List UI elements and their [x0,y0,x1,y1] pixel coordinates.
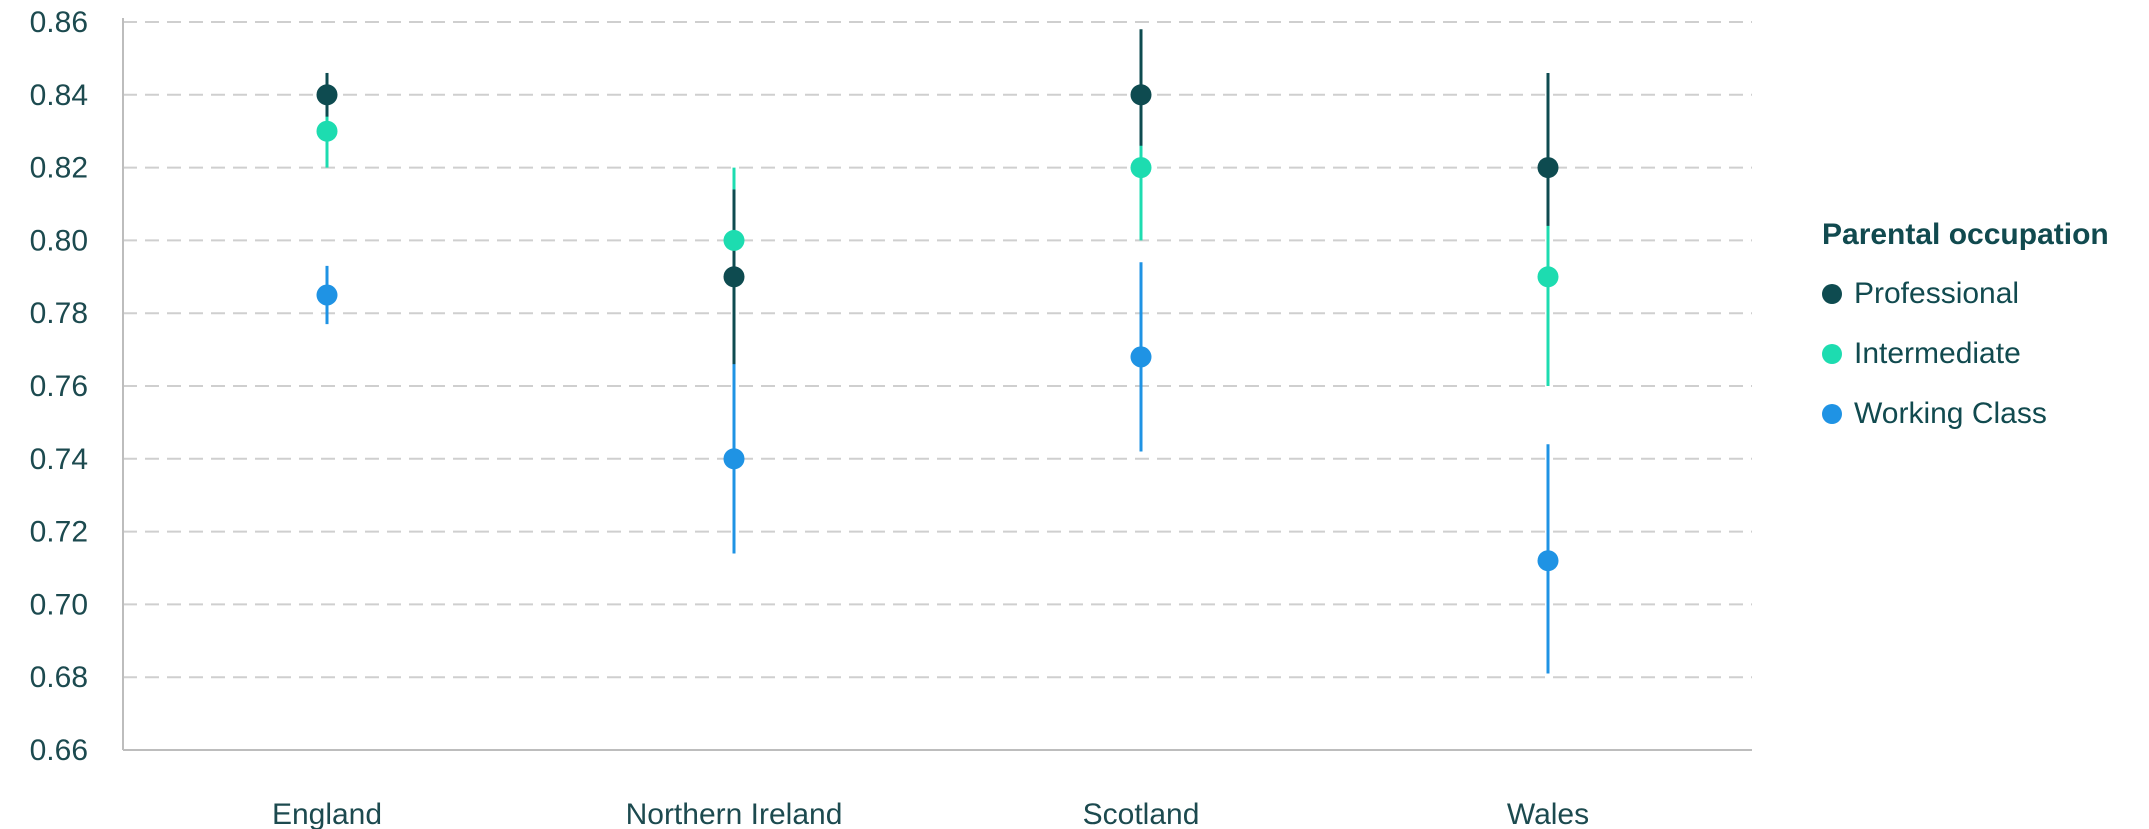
y-tick-label: 0.86 [30,6,88,39]
y-axis-ticks: 0.66 0.68 0.70 0.72 0.74 0.76 0.78 0.80 0.82 0.84… [30,6,88,767]
point-professional [723,266,745,288]
point-working-class [316,284,338,306]
point-professional [1537,157,1559,179]
axes [122,18,1752,751]
point-professional [316,84,338,106]
y-tick-label: 0.78 [30,297,88,330]
legend-swatch-intermediate [1822,344,1842,364]
x-tick-label: Wales [1507,798,1589,829]
x-axis-ticks: England Northern Ireland Scotland Wales [272,798,1589,829]
x-tick-label: England [272,798,382,829]
point-professional [1130,84,1152,106]
point-intermediate [1130,157,1152,179]
legend-item-working-class: Working Class [1822,394,2109,434]
legend-label-intermediate: Intermediate [1854,337,2021,370]
data-marks [316,29,1559,674]
y-tick-label: 0.74 [30,443,88,476]
point-intermediate [723,229,745,251]
legend-swatch-working-class [1822,404,1842,424]
y-tick-label: 0.80 [30,224,88,257]
point-working-class [1537,550,1559,572]
legend-label-working-class: Working Class [1854,397,2047,430]
legend-label-professional: Professional [1854,277,2020,310]
y-tick-label: 0.76 [30,370,88,403]
y-tick-label: 0.66 [30,734,88,767]
point-working-class [723,448,745,470]
point-intermediate [316,120,338,142]
legend: Parental occupation Professional Interme… [1822,218,2109,454]
point-intermediate [1537,266,1559,288]
legend-item-professional: Professional [1822,274,2109,314]
legend-item-intermediate: Intermediate [1822,334,2109,374]
legend-swatch-professional [1822,284,1842,304]
gridlines [123,21,1752,679]
legend-title: Parental occupation [1822,218,2109,251]
x-tick-label: Northern Ireland [626,798,843,829]
y-tick-label: 0.82 [30,152,88,185]
point-working-class [1130,346,1152,368]
y-tick-label: 0.84 [30,79,88,112]
y-tick-label: 0.72 [30,516,88,549]
x-tick-label: Scotland [1083,798,1200,829]
y-tick-label: 0.68 [30,661,88,694]
y-tick-label: 0.70 [30,588,88,621]
